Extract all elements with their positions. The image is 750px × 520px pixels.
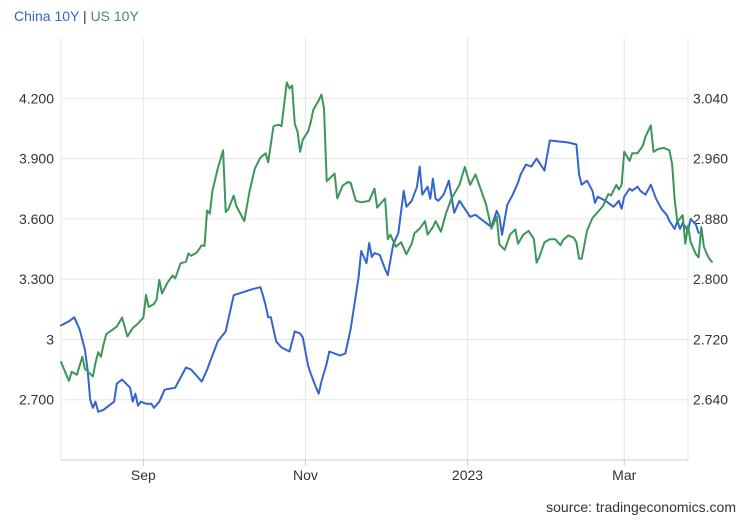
right-tick-label: 2.640 — [693, 392, 728, 408]
right-tick-label: 2.800 — [693, 271, 728, 287]
x-tick-label: 2023 — [452, 467, 483, 483]
right-tick-label: 2.960 — [693, 151, 728, 167]
axes: 2.700 3 3.300 3.600 3.900 4.200 2.640 2.720 2.80… — [19, 90, 728, 483]
chart-legend: China 10Y | US 10Y — [14, 8, 139, 24]
series-line-us-10y[interactable] — [60, 81, 713, 382]
right-tick-label: 2.880 — [693, 211, 728, 227]
left-tick-label: 3 — [46, 331, 54, 347]
left-tick-label: 4.200 — [19, 90, 54, 106]
left-tick-label: 2.700 — [19, 392, 54, 408]
series-line-china-10y[interactable] — [60, 139, 700, 413]
left-tick-label: 3.600 — [19, 211, 54, 227]
x-tick-label: Mar — [612, 467, 636, 483]
x-tick-label: Nov — [293, 467, 318, 483]
legend-separator: | — [83, 8, 87, 24]
source-credit: source: tradingeconomics.com — [546, 499, 736, 515]
grid-lines — [60, 38, 689, 460]
left-tick-label: 3.900 — [19, 151, 54, 167]
right-tick-label: 2.720 — [693, 331, 728, 347]
legend-us-10y[interactable]: US 10Y — [90, 8, 139, 24]
legend-china-10y[interactable]: China 10Y — [14, 8, 80, 24]
x-tick-label: Sep — [131, 467, 156, 483]
left-tick-label: 3.300 — [19, 271, 54, 287]
right-tick-label: 3.040 — [693, 90, 728, 106]
series-lines — [60, 81, 713, 413]
